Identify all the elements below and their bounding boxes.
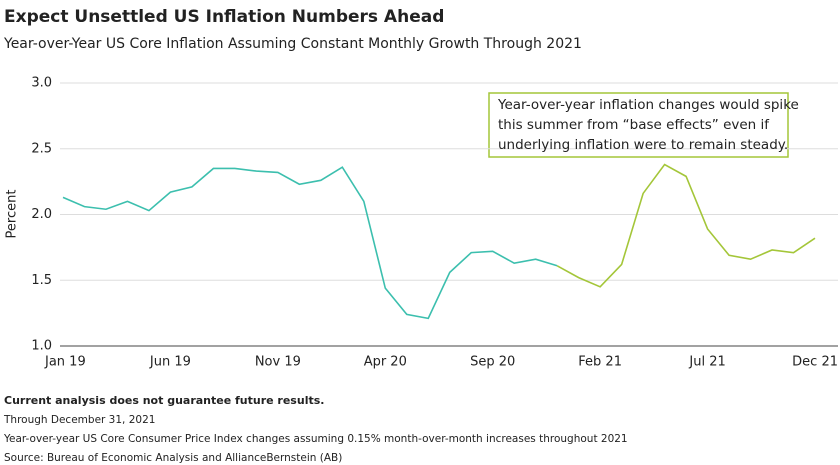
- annotation-text: underlying inflation were to remain stea…: [498, 137, 788, 153]
- footnote: Source: Bureau of Economic Analysis and …: [4, 452, 342, 464]
- y-tick-label: 1.0: [31, 339, 52, 354]
- footnote: Year-over-year US Core Consumer Price In…: [3, 433, 628, 445]
- y-tick-label: 1.5: [31, 273, 52, 288]
- y-tick-label: 2.0: [31, 207, 52, 222]
- y-tick-label: 3.0: [31, 76, 52, 91]
- chart-subtitle: Year-over-Year US Core Inflation Assumin…: [3, 36, 582, 52]
- x-tick-label: Jul 21: [688, 355, 725, 370]
- footnote: Through December 31, 2021: [3, 414, 155, 426]
- line-series: [62, 166, 558, 320]
- y-tick-label: 2.5: [31, 141, 52, 156]
- footnote: Current analysis does not guarantee futu…: [4, 394, 324, 407]
- x-tick-label: Jun 19: [149, 355, 191, 370]
- x-tick-label: Jan 19: [44, 355, 86, 370]
- x-tick-label: Sep 20: [470, 355, 515, 370]
- chart-title: Expect Unsettled US Inflation Numbers Ah…: [4, 7, 444, 27]
- annotation-box: [488, 92, 789, 158]
- annotation-text: this summer from “base effects” even if: [498, 117, 770, 133]
- x-tick-label: Feb 21: [578, 355, 622, 370]
- x-tick-label: Dec 21: [792, 355, 838, 370]
- annotation-text: Year-over-year inflation changes would s…: [497, 97, 799, 113]
- line-series: [556, 163, 816, 288]
- y-axis-label: Percent: [5, 190, 20, 239]
- x-tick-label: Nov 19: [255, 355, 301, 370]
- x-tick-label: Apr 20: [364, 355, 407, 370]
